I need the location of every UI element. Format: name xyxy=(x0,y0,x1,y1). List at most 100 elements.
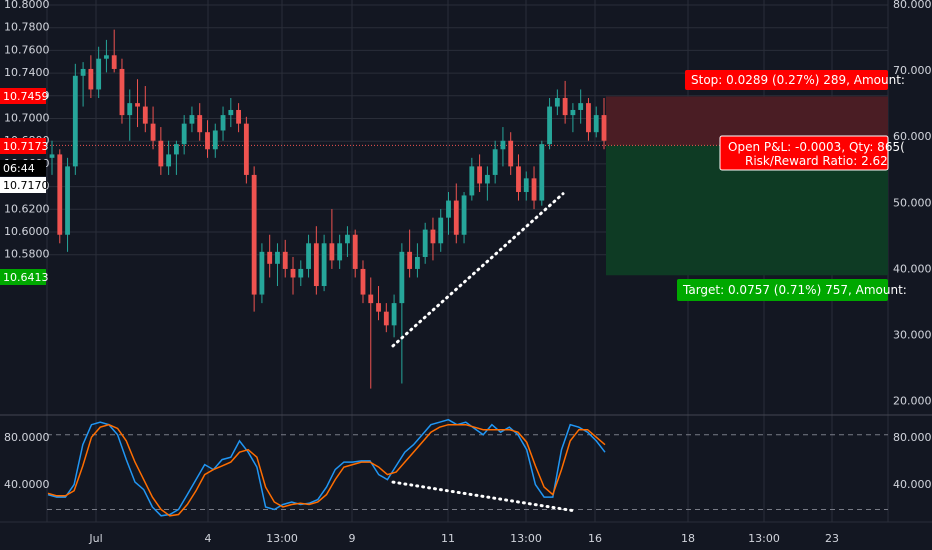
right-axis-tick-label: 70.0000 xyxy=(893,64,932,77)
candle-down xyxy=(407,251,413,269)
candle-down xyxy=(243,123,249,175)
candle-up xyxy=(554,98,560,107)
candle-down xyxy=(368,294,374,304)
candle-up xyxy=(570,109,576,116)
x-axis-tick-label: 16 xyxy=(588,532,602,545)
left-axis-tick-label: 10.5800 xyxy=(4,248,50,261)
stochastic-indicator xyxy=(47,418,888,517)
x-axis-tick-label: 4 xyxy=(205,532,212,545)
price-tag-label: 10.7173 xyxy=(3,140,49,153)
candle-down xyxy=(142,106,148,124)
candle-up xyxy=(484,174,490,184)
candle-up xyxy=(189,115,195,124)
candle-up xyxy=(492,149,498,175)
candle-down xyxy=(329,243,335,261)
price-tag-label: 10.7459 xyxy=(3,90,49,103)
candle-down xyxy=(453,200,459,235)
candle-up xyxy=(337,243,343,261)
candle-down xyxy=(57,154,63,235)
left-axis-tick-label: 10.7600 xyxy=(4,43,50,56)
candle-up xyxy=(220,115,226,131)
candle-up xyxy=(212,130,218,150)
candle-up xyxy=(539,144,545,201)
price-tag-bg xyxy=(0,177,46,193)
candle-down xyxy=(251,174,257,295)
x-axis-tick-label: 13:00 xyxy=(748,532,780,545)
pnl-label-line2: Risk/Reward Ratio: 2.62 xyxy=(745,154,888,168)
right-axis-tick-label: 20.0000 xyxy=(893,395,932,408)
candle-down xyxy=(383,311,389,326)
stoch-left-tick-label: 80.0000 xyxy=(4,431,50,444)
stoch-d-line xyxy=(47,423,606,517)
candle-up xyxy=(228,109,234,116)
candle-up xyxy=(422,229,428,257)
candle-up xyxy=(345,234,350,244)
stop-label: Stop: 0.0289 (0.27%) 289, Amount: xyxy=(691,73,905,87)
candle-down xyxy=(197,115,203,133)
stoch-right-tick-label: 80.0000 xyxy=(893,431,932,444)
x-axis-tick-label: 13:00 xyxy=(266,532,298,545)
candle-up xyxy=(275,251,280,264)
trendlines xyxy=(391,192,576,513)
candle-up xyxy=(547,106,552,145)
candle-up xyxy=(259,251,265,295)
candle-down xyxy=(601,115,607,141)
target-label: Target: 0.0757 (0.71%) 757, Amount: xyxy=(682,283,907,297)
candle-up xyxy=(104,55,109,59)
candle-up xyxy=(298,268,304,278)
candle-up xyxy=(306,243,311,269)
candle-down xyxy=(205,132,210,150)
stoch-right-tick-label: 40.0000 xyxy=(893,478,932,491)
candle-up xyxy=(399,251,405,304)
pnl-label-line1: Open P&L: -0.0003, Qty: 865( xyxy=(728,140,905,154)
left-axis-tick-label: 10.7000 xyxy=(4,112,50,125)
candle-down xyxy=(477,166,483,184)
right-axis-tick-label: 60.0000 xyxy=(893,130,932,143)
candle-up xyxy=(578,103,584,110)
stoch-trendline xyxy=(391,480,576,513)
candle-down xyxy=(352,234,358,269)
x-axis-tick-label: 9 xyxy=(349,532,356,545)
price-tag-label: 06:44 xyxy=(3,162,35,175)
candlestick-series xyxy=(49,29,607,389)
candle-down xyxy=(586,103,591,133)
left-axis-tick-label: 10.8000 xyxy=(4,0,50,11)
candle-down xyxy=(516,166,521,193)
right-axis-tick-label: 50.0000 xyxy=(893,196,932,209)
candle-down xyxy=(111,55,117,69)
candle-down xyxy=(150,123,156,141)
candle-up xyxy=(127,103,133,116)
candle-down xyxy=(376,303,381,312)
candle-up xyxy=(523,178,529,193)
candle-up xyxy=(72,75,78,167)
right-axis-tick-label: 80.0000 xyxy=(893,0,932,11)
candle-up xyxy=(593,115,599,133)
pnl-label-bg xyxy=(719,135,889,171)
stop-label-bg xyxy=(685,70,888,90)
candle-down xyxy=(88,68,94,90)
candle-down xyxy=(430,229,436,244)
candle-up xyxy=(181,123,187,145)
x-axis-tick-label: 13:00 xyxy=(510,532,542,545)
stoch-k-line xyxy=(47,418,606,517)
price-tag-label: 10.6413 xyxy=(3,271,49,284)
candle-up xyxy=(65,166,70,235)
candle-up xyxy=(500,140,506,150)
candle-up xyxy=(438,217,444,244)
candle-down xyxy=(158,140,164,167)
price-tag-bg xyxy=(0,269,46,285)
price-labels: 10.7459 10.7173 06:44 10.7170 10.6413 Stop: 0… xyxy=(0,70,907,301)
candle-down xyxy=(236,109,242,124)
candle-down xyxy=(290,268,296,278)
candle-down xyxy=(531,178,537,201)
candle-up xyxy=(173,144,179,155)
candle-up xyxy=(461,195,467,235)
x-axis-tick-label: 18 xyxy=(681,532,695,545)
left-axis-tick-label: 10.6000 xyxy=(4,225,50,238)
candle-up xyxy=(446,200,451,218)
candle-down xyxy=(119,68,125,116)
candle-down xyxy=(360,268,366,295)
price-tag-label: 10.7170 xyxy=(3,179,49,192)
candle-up xyxy=(80,68,86,76)
